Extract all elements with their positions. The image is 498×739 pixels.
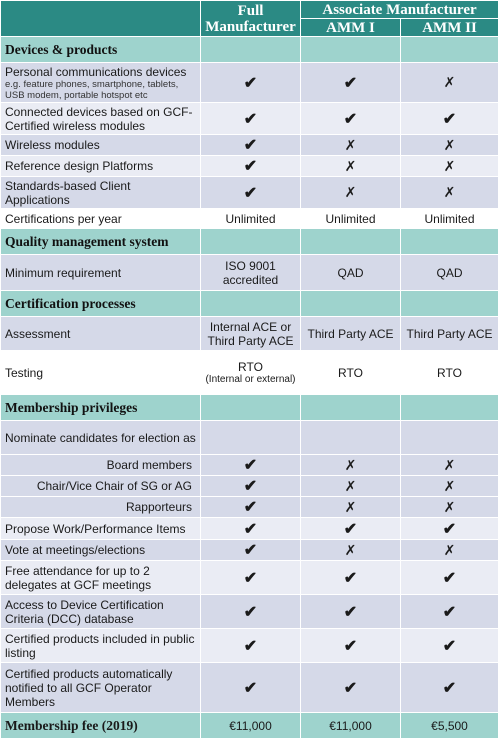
- row-dcc-access: Access to Device Certification Criteria …: [1, 595, 201, 629]
- header-amm-1: AMM I: [301, 19, 401, 37]
- fee-amm-2: €5,500: [401, 713, 498, 739]
- row-reference-design: Reference design Platforms: [1, 156, 201, 177]
- check-icon: ✔: [344, 521, 357, 538]
- check-icon: ✔: [244, 457, 257, 474]
- value-cell: RTO (Internal or external): [201, 351, 301, 395]
- header-amm-2: AMM II: [401, 19, 498, 37]
- value-cell: Internal ACE or Third Party ACE: [201, 317, 301, 351]
- check-icon: ✔: [244, 111, 257, 128]
- row-board-members: Board members: [1, 455, 201, 476]
- cross-icon: ✗: [444, 542, 456, 558]
- check-icon: ✔: [443, 111, 456, 128]
- check-icon: ✔: [244, 478, 257, 495]
- value-cell: Third Party ACE: [301, 317, 401, 351]
- section-membership-fee: Membership fee (2019): [1, 713, 201, 739]
- cross-icon: ✗: [345, 478, 357, 494]
- cross-icon: ✗: [444, 74, 456, 90]
- row-minimum-requirement: Minimum requirement: [1, 255, 201, 291]
- row-label: Personal communications devices: [5, 65, 196, 79]
- cross-icon: ✗: [345, 137, 357, 153]
- value-cell: QAD: [301, 255, 401, 291]
- cross-icon: ✗: [444, 137, 456, 153]
- row-assessment: Assessment: [1, 317, 201, 351]
- row-propose-items: Propose Work/Performance Items: [1, 518, 201, 540]
- check-icon: ✔: [244, 604, 257, 621]
- check-icon: ✔: [344, 680, 357, 697]
- cross-icon: ✗: [345, 184, 357, 200]
- value-cell: RTO: [301, 351, 401, 395]
- check-icon: ✔: [443, 604, 456, 621]
- check-icon: ✔: [443, 570, 456, 587]
- row-client-applications: Standards-based Client Applications: [1, 177, 201, 209]
- header-associate-manufacturer: Associate Manufacturer: [301, 1, 498, 19]
- section-quality: Quality management system: [1, 229, 201, 255]
- row-certifications-per-year: Certifications per year: [1, 209, 201, 229]
- fee-amm-1: €11,000: [301, 713, 401, 739]
- row-wireless-modules: Wireless modules: [1, 135, 201, 156]
- cross-icon: ✗: [345, 158, 357, 174]
- header-blank-cell: [1, 1, 201, 37]
- row-sublabel: e.g. feature phones, smartphone, tablets…: [5, 79, 196, 101]
- cross-icon: ✗: [345, 499, 357, 515]
- check-icon: ✔: [344, 75, 357, 92]
- section-devices: Devices & products: [1, 37, 201, 63]
- check-icon: ✔: [244, 185, 257, 202]
- cross-icon: ✗: [444, 457, 456, 473]
- check-icon: ✔: [244, 680, 257, 697]
- value-main: RTO: [205, 360, 296, 374]
- value-cell: Unlimited: [301, 209, 401, 229]
- row-vote: Vote at meetings/elections: [1, 540, 201, 561]
- header-full-manufacturer: Full Manufacturer: [201, 1, 301, 37]
- row-connected-devices: Connected devices based on GCF-Certified…: [1, 103, 201, 135]
- check-icon: ✔: [344, 570, 357, 587]
- check-icon: ✔: [244, 158, 257, 175]
- value-cell: RTO: [401, 351, 498, 395]
- check-icon: ✔: [344, 604, 357, 621]
- row-testing: Testing: [1, 351, 201, 395]
- cross-icon: ✗: [345, 542, 357, 558]
- cross-icon: ✗: [345, 457, 357, 473]
- fee-full: €11,000: [201, 713, 301, 739]
- value-cell: Unlimited: [401, 209, 498, 229]
- row-personal-devices: Personal communications devices e.g. fea…: [1, 63, 201, 103]
- cross-icon: ✗: [444, 478, 456, 494]
- cross-icon: ✗: [444, 184, 456, 200]
- check-icon: ✔: [443, 680, 456, 697]
- section-certification: Certification processes: [1, 291, 201, 317]
- value-cell: Unlimited: [201, 209, 301, 229]
- value-cell: QAD: [401, 255, 498, 291]
- check-icon: ✔: [244, 75, 257, 92]
- cross-icon: ✗: [444, 499, 456, 515]
- row-auto-notified: Certified products automatically notifie…: [1, 663, 201, 713]
- check-icon: ✔: [244, 542, 257, 559]
- check-icon: ✔: [443, 521, 456, 538]
- check-icon: ✔: [244, 570, 257, 587]
- check-icon: ✔: [344, 111, 357, 128]
- row-free-attendance: Free attendance for up to 2 delegates at…: [1, 561, 201, 595]
- section-membership: Membership privileges: [1, 395, 201, 421]
- row-public-listing: Certified products included in public li…: [1, 629, 201, 663]
- check-icon: ✔: [244, 521, 257, 538]
- check-icon: ✔: [244, 638, 257, 655]
- check-icon: ✔: [244, 499, 257, 516]
- check-icon: ✔: [443, 638, 456, 655]
- row-nominate: Nominate candidates for election as: [1, 421, 201, 455]
- check-icon: ✔: [244, 137, 257, 154]
- value-cell: ISO 9001 accredited: [201, 255, 301, 291]
- row-rapporteurs: Rapporteurs: [1, 497, 201, 518]
- value-cell: Third Party ACE: [401, 317, 498, 351]
- row-chair: Chair/Vice Chair of SG or AG: [1, 476, 201, 497]
- cross-icon: ✗: [444, 158, 456, 174]
- check-icon: ✔: [344, 638, 357, 655]
- value-note: (Internal or external): [205, 374, 296, 385]
